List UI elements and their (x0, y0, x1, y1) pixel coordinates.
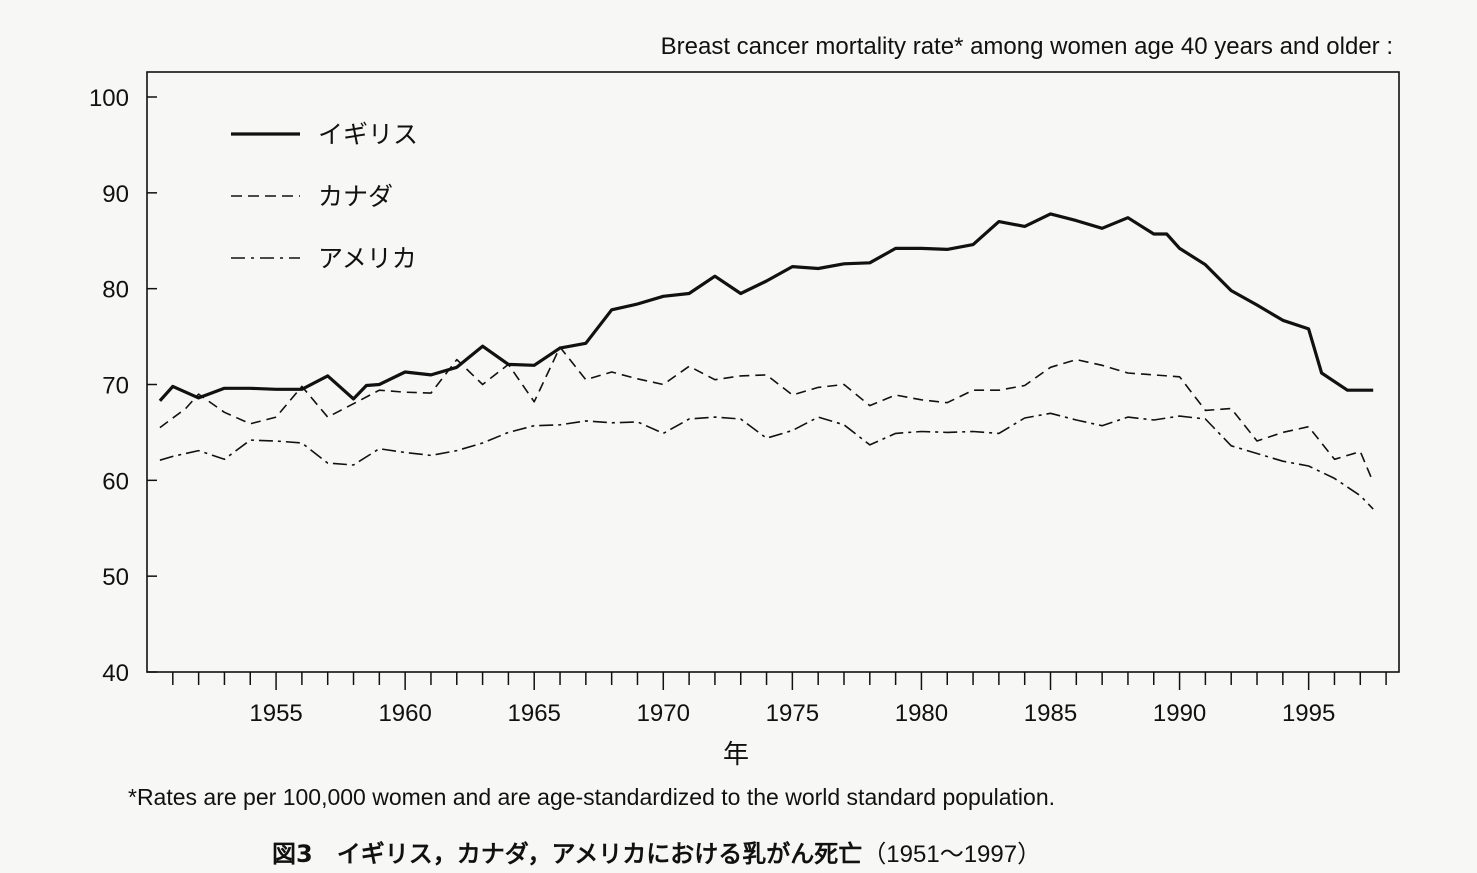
chart-title: Breast cancer mortality rate* among wome… (661, 33, 1393, 60)
y-tick-label: 80 (102, 277, 129, 304)
x-axis-label: 年 (723, 739, 749, 769)
y-tick-label: 60 (102, 468, 129, 495)
x-tick-label: 1970 (637, 700, 690, 727)
x-tick-label: 1960 (378, 700, 431, 727)
y-tick-label: 40 (102, 660, 129, 687)
x-tick-label: 1965 (508, 700, 561, 727)
x-tick-label: 1980 (895, 700, 948, 727)
x-tick-label: 1975 (766, 700, 819, 727)
series-line-0 (158, 212, 1374, 402)
legend-label: カナダ (318, 183, 393, 211)
footnote: *Rates are per 100,000 women and are age… (128, 784, 1055, 810)
y-tick-label: 50 (102, 564, 129, 591)
x-tick-label: 1985 (1024, 700, 1077, 727)
x-tick-label: 1995 (1282, 700, 1335, 727)
x-tick-label: 1990 (1153, 700, 1206, 727)
y-tick-label: 90 (102, 181, 129, 208)
y-tick-label: 100 (89, 85, 129, 112)
y-tick-label: 70 (102, 373, 129, 400)
caption-label: 図3 イギリス，カナダ，アメリカにおける乳がん死亡 (272, 840, 863, 868)
figure-caption: 図3 イギリス，カナダ，アメリカにおける乳がん死亡（1951～1997） (272, 834, 1041, 869)
legend-label: イギリス (318, 121, 418, 149)
legend-label: アメリカ (318, 245, 417, 273)
x-tick-label: 1955 (249, 700, 302, 727)
y-axis: 40 50 60 70 80 90 100 (89, 85, 157, 687)
caption-range: （1951～1997） (862, 841, 1042, 868)
x-axis: 1955 1960 1965 1970 1975 1980 1985 1990 1995 (172, 672, 1387, 727)
series-layer (158, 212, 1374, 510)
series-line-2 (159, 412, 1374, 510)
series-line-1 (159, 346, 1374, 483)
plot-frame (146, 71, 1400, 673)
